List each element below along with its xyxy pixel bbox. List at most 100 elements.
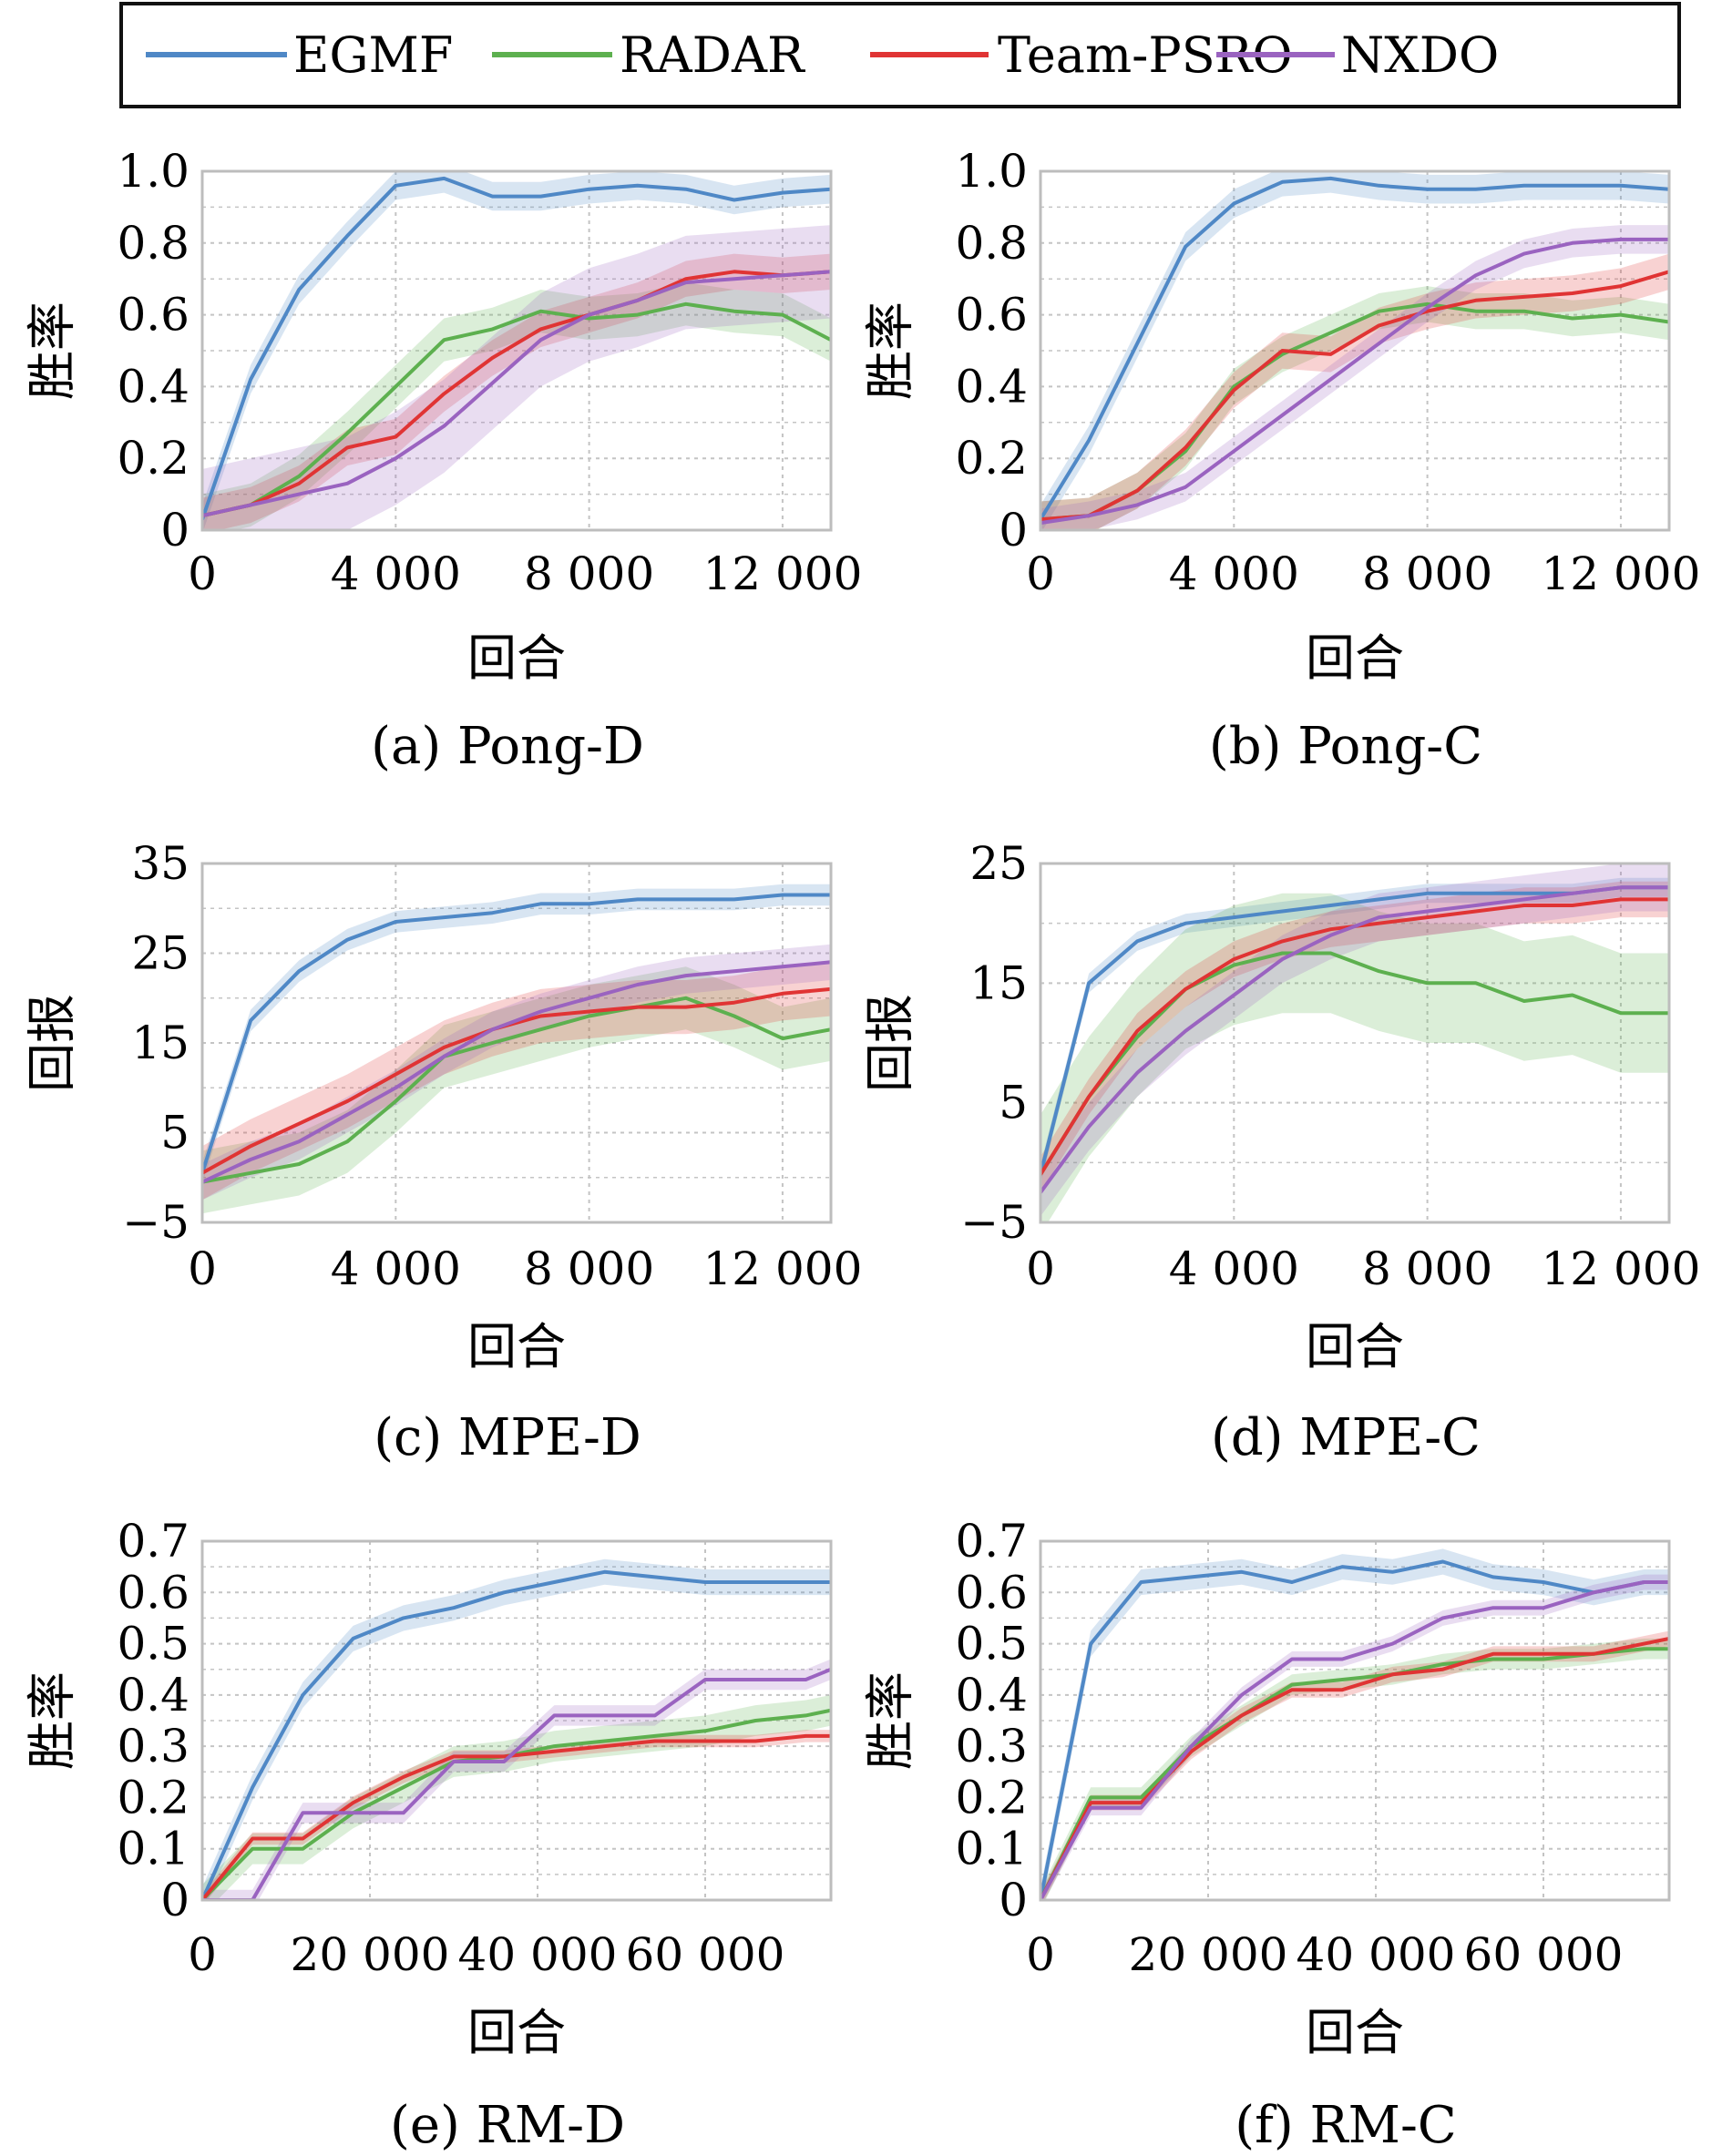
y-axis-label: 胜率 <box>24 301 81 400</box>
band-radar <box>202 282 831 530</box>
y-tick-label: 0.4 <box>117 360 190 413</box>
y-axis-label: 回报 <box>862 994 919 1092</box>
series-group <box>202 1558 831 1900</box>
panel-caption: (a) Pong-D <box>371 717 644 776</box>
y-tick-label: 1.0 <box>117 145 190 198</box>
x-tick-label: 4 000 <box>1169 547 1299 600</box>
band-nxdo <box>202 225 831 530</box>
band-nxdo <box>1040 1574 1669 1900</box>
series-group <box>1040 171 1669 530</box>
grid <box>1040 863 1669 1222</box>
y-axis-label: 胜率 <box>862 301 919 400</box>
plot-frame <box>1039 169 1671 532</box>
series-line-team-psro <box>202 1733 831 1900</box>
band-egmf <box>202 1558 831 1900</box>
x-axis-label: 回合 <box>1306 2004 1404 2061</box>
band-team-psro <box>202 962 831 1201</box>
y-tick-label: 15 <box>969 956 1028 1009</box>
x-tick-label: 8 000 <box>524 547 654 600</box>
band-egmf <box>202 171 831 530</box>
series-line-egmf <box>202 1569 831 1900</box>
y-tick-label: 0.6 <box>955 289 1028 342</box>
band-team-psro <box>1040 253 1669 530</box>
y-tick-label: 0.4 <box>955 360 1028 413</box>
x-axis-label: 回合 <box>1306 1318 1404 1375</box>
grid <box>202 171 831 530</box>
x-tick-label: 12 000 <box>1541 1242 1700 1295</box>
y-tick-label: 0.1 <box>955 1823 1028 1875</box>
y-tick-label: 0.6 <box>117 1566 190 1619</box>
y-tick-label: 25 <box>131 927 190 980</box>
band-egmf <box>1040 1548 1669 1900</box>
x-tick-label: 8 000 <box>1362 1242 1492 1295</box>
x-tick-label: 60 000 <box>626 1928 785 1981</box>
y-tick-label: 0 <box>160 504 190 557</box>
series-line-egmf <box>202 893 831 1174</box>
series-line-team-psro <box>202 270 831 518</box>
panel-caption: (f) RM-C <box>1235 2096 1457 2155</box>
series-line-team-psro <box>1040 270 1669 522</box>
band-radar <box>202 1694 831 1900</box>
x-tick-label: 0 <box>1026 547 1055 600</box>
x-tick-label: 4 000 <box>331 547 461 600</box>
x-axis-label: 回合 <box>467 629 566 687</box>
y-tick-label: 0 <box>999 1874 1028 1926</box>
x-tick-label: 0 <box>1026 1242 1055 1295</box>
y-tick-label: 0.8 <box>117 217 190 270</box>
series-line-nxdo <box>1040 1580 1669 1900</box>
y-tick-label: 0.6 <box>117 289 190 342</box>
series-line-egmf <box>202 176 831 520</box>
band-team-psro <box>1040 881 1669 1193</box>
grid <box>202 1541 831 1900</box>
y-tick-label: 0.7 <box>117 1515 190 1568</box>
legend: EGMF RADAR Team-PSRO NXDO <box>119 2 1681 108</box>
y-tick-label: 0.8 <box>955 217 1028 270</box>
plot-frame <box>200 1539 833 1902</box>
panel-caption: (c) MPE-D <box>374 1408 641 1467</box>
y-tick-label: 1.0 <box>955 145 1028 198</box>
series-line-nxdo <box>1040 885 1669 1194</box>
y-tick-label: 15 <box>131 1017 190 1069</box>
y-axis-label: 胜率 <box>24 1671 81 1770</box>
plot-frame <box>1039 1539 1671 1902</box>
y-tick-label: 0.3 <box>955 1720 1028 1773</box>
series-group <box>202 884 831 1214</box>
series-line-nxdo <box>202 960 831 1184</box>
x-tick-label: 20 000 <box>291 1928 450 1981</box>
panel-rm-c: 00.10.20.30.40.50.60.70 20 000 40 000 60 00… <box>862 1515 1671 2155</box>
y-tick-label: 0.7 <box>955 1515 1028 1568</box>
series-line-team-psro <box>1040 1636 1669 1900</box>
y-tick-label: 0.6 <box>955 1566 1028 1619</box>
series-line-team-psro <box>202 986 831 1175</box>
x-tick-label: 0 <box>188 1928 217 1981</box>
y-tick-label: 0 <box>999 504 1028 557</box>
x-tick-label: 40 000 <box>458 1928 618 1981</box>
series-line-nxdo <box>1040 237 1669 526</box>
y-tick-label: 5 <box>160 1107 190 1160</box>
legend-label-radar: RADAR <box>620 26 805 84</box>
x-tick-label: 0 <box>1026 1928 1055 1981</box>
x-tick-label: 60 000 <box>1464 1928 1624 1981</box>
x-tick-label: 4 000 <box>1169 1242 1299 1295</box>
y-tick-label: 0.2 <box>955 432 1028 485</box>
x-tick-label: 8 000 <box>524 1242 654 1295</box>
y-tick-label: 0.5 <box>955 1618 1028 1671</box>
y-tick-label: 0.5 <box>117 1618 190 1671</box>
series-line-nxdo <box>202 270 831 518</box>
panel-mpe-c: −5 5 15 25 0 4 000 8 000 12 000 回合 回报 (d) MPE-C <box>862 837 1701 1467</box>
panel-caption: (b) Pong-C <box>1209 717 1482 776</box>
series-line-egmf <box>1040 176 1669 521</box>
x-tick-label: 0 <box>188 1242 217 1295</box>
y-tick-label: 0.2 <box>117 1771 190 1824</box>
y-tick-label: 0 <box>160 1874 190 1926</box>
grid <box>1040 171 1669 530</box>
band-team-psro <box>202 1730 831 1900</box>
legend-label-nxdo: NXDO <box>1341 26 1499 84</box>
band-radar <box>1040 893 1669 1222</box>
band-nxdo <box>1040 863 1669 1217</box>
x-tick-label: 0 <box>188 547 217 600</box>
panel-mpe-d: −5 5 15 25 35 0 4 000 8 000 12 000 回合 回报 (c) MPE-D <box>24 837 863 1467</box>
y-axis-label: 回报 <box>24 994 81 1092</box>
x-tick-label: 12 000 <box>702 1242 862 1295</box>
